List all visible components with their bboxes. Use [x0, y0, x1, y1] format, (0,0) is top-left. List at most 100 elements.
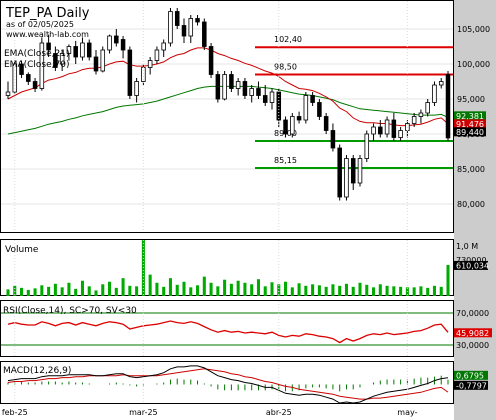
- candle-body: [174, 11, 180, 26]
- candle-body: [418, 112, 424, 117]
- price-tick-label: 80,000: [457, 200, 485, 209]
- volume-bar: [74, 288, 78, 296]
- volume-bar: [101, 284, 105, 296]
- candle-body: [256, 88, 261, 96]
- candle-body: [398, 130, 403, 138]
- price-tick-label: 95,000: [457, 95, 485, 104]
- macd-last-label: 0,6795: [456, 371, 484, 380]
- candle-body: [66, 46, 72, 54]
- volume-bar: [80, 280, 84, 296]
- volume-bar: [399, 286, 403, 296]
- candle-body: [438, 81, 444, 86]
- volume-bar: [87, 286, 91, 296]
- candle-body: [222, 74, 227, 100]
- rsi-line: [7, 320, 449, 344]
- candle-body: [337, 147, 342, 198]
- candle-body: [432, 84, 437, 103]
- macd-panel: [0, 361, 454, 404]
- volume-bar: [168, 278, 172, 296]
- volume-title: Volume: [5, 245, 39, 255]
- volume-bar: [6, 289, 10, 296]
- candle-body: [59, 53, 65, 65]
- candle-body: [161, 42, 166, 51]
- candle-body: [32, 81, 38, 89]
- candle-body: [357, 158, 363, 184]
- volume-bar: [304, 285, 308, 296]
- last-value-label: 91,476: [456, 120, 484, 129]
- candle-body: [181, 25, 187, 37]
- volume-bar: [432, 285, 436, 296]
- volume-bar: [189, 287, 193, 296]
- candle-body: [39, 42, 45, 89]
- volume-bar: [236, 280, 240, 296]
- volume-bar: [40, 285, 44, 296]
- candle-body: [147, 60, 153, 68]
- volume-bar: [67, 282, 71, 296]
- candle-body: [269, 91, 275, 103]
- rsi-panel: [0, 300, 454, 357]
- volume-bar: [365, 284, 369, 296]
- volume-bar: [263, 286, 267, 296]
- candle-body: [303, 95, 309, 121]
- candle-body: [80, 42, 85, 58]
- volume-bar: [60, 287, 64, 296]
- macd-signal-line: [7, 368, 449, 400]
- rsi-last-box: [454, 328, 492, 338]
- volume-bar: [331, 284, 335, 296]
- candle-body: [154, 49, 160, 61]
- ema21-line: [7, 47, 449, 127]
- volume-bar: [446, 264, 450, 296]
- signal-last-box: [454, 380, 488, 390]
- volume-bar: [182, 281, 186, 296]
- site-url: www.wealth-lab.com: [6, 30, 89, 39]
- last-value-box: [454, 127, 486, 137]
- volume-bar: [344, 283, 348, 296]
- volume-bar: [412, 287, 416, 296]
- price-tick-label: 105,000: [457, 25, 490, 34]
- volume-bar: [196, 285, 200, 296]
- volume-bar: [284, 281, 288, 296]
- candle-body: [120, 39, 126, 51]
- ema21-legend: EMA(Close,21): [4, 49, 69, 59]
- candle-body: [5, 91, 11, 96]
- volume-bar: [94, 290, 98, 296]
- candle-body: [53, 53, 58, 68]
- candle-body: [127, 49, 133, 96]
- candle-body: [19, 63, 24, 75]
- candle-body: [235, 81, 241, 89]
- candle-body: [290, 116, 295, 135]
- volume-bar: [277, 284, 281, 296]
- volume-bar: [256, 279, 260, 296]
- last-value-label: 92,381: [456, 112, 484, 121]
- x-tick-label: may-: [397, 408, 417, 417]
- volume-bar: [243, 282, 247, 296]
- candle-body: [242, 81, 248, 96]
- chart-title: TEP_PA Daily: [5, 6, 90, 21]
- macd-last-box: [454, 370, 488, 380]
- volume-bar: [311, 284, 315, 296]
- volume-bar: [13, 285, 17, 296]
- volume-bar: [338, 285, 342, 296]
- candle-body: [330, 130, 336, 149]
- macd-title: MACD(12,26,9): [3, 366, 71, 376]
- volume-bar: [20, 287, 24, 296]
- candle-body: [134, 81, 139, 96]
- candle-body: [168, 11, 173, 44]
- candle-body: [384, 119, 390, 135]
- last-value-box: [454, 111, 486, 121]
- volume-last-box: [454, 260, 488, 270]
- volume-bar: [121, 278, 125, 296]
- candle-body: [46, 42, 51, 51]
- volume-panel: [0, 239, 454, 296]
- last-value-box: [454, 119, 486, 129]
- level-label: 98,50: [274, 63, 297, 72]
- candle-body: [411, 116, 417, 124]
- candle-body: [93, 56, 99, 72]
- x-tick-label: mar-25: [129, 408, 158, 417]
- volume-tick-label: 730000: [456, 256, 487, 265]
- volume-bar: [175, 284, 179, 296]
- volume-bar: [250, 284, 254, 296]
- volume-bar: [114, 287, 118, 296]
- volume-bar: [162, 286, 166, 296]
